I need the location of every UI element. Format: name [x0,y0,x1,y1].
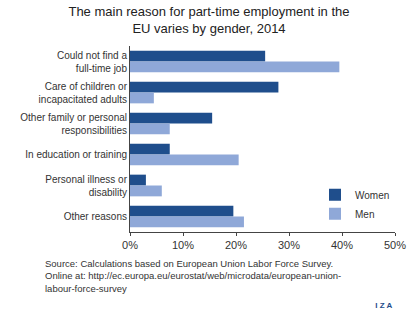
svg-text:Other family or personalrespon: Other family or personalresponsibilities [20,112,127,136]
svg-text:I Z AWorld of Labor: I Z AWorld of Labor [340,301,393,312]
svg-text:20%: 20% [225,239,247,251]
svg-text:10%: 10% [172,239,194,251]
svg-text:Personal illness ordisability: Personal illness ordisability [45,174,127,198]
svg-text:Women: Women [355,190,389,201]
svg-text:Men: Men [355,209,374,220]
svg-text:Other reasons: Other reasons [64,211,127,222]
svg-text:Could not find afull-time job: Could not find afull-time job [57,50,127,74]
svg-text:0%: 0% [122,239,138,251]
svg-text:Source: Calculations based on: Source: Calculations based on European U… [45,258,341,294]
svg-text:In education or training: In education or training [25,149,127,160]
svg-text:Care of children orincapacitat: Care of children orincapacitated adults [39,81,128,105]
svg-text:50%: 50% [384,239,406,251]
svg-text:30%: 30% [278,239,300,251]
svg-text:40%: 40% [331,239,353,251]
svg-text:The main reason for part-time: The main reason for part-time employment… [68,4,349,36]
